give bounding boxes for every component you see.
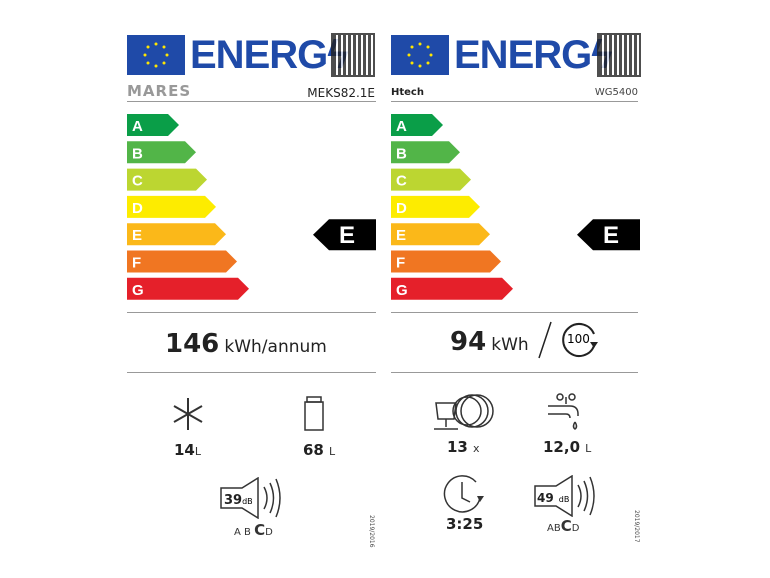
regulation-number: 2019/2017 [633,510,640,543]
energy-class-letter: G [396,282,408,299]
energy-class-bar-A [127,114,179,136]
noise-unit: dB [242,497,253,506]
noise-value: 39 [224,493,243,508]
energy-class-letter: A [132,118,143,135]
noise-icon: 49 dB [534,474,600,521]
freezer-unit: L [194,445,202,458]
energy-class-bar-E [127,223,226,246]
water-value: 12,0 [543,438,581,456]
energy-header-text: ENERGϟ [190,33,348,77]
energy-class-bar-E [391,223,490,246]
dishes-icon [434,394,494,430]
regulation-number: 2019/2016 [368,515,375,548]
rated-class-arrow [577,219,640,251]
noise-icon: 39dB [220,476,286,523]
energy-value: 94 [450,327,487,357]
energy-class-bar-F [127,250,237,273]
brand-name: Htech [391,87,424,98]
water-tap-icon [548,393,579,430]
energy-class-letter: F [396,255,405,272]
energy-class-bar-F [391,250,501,273]
place-settings-unit: x [472,442,480,455]
energy-class-bar-D [391,195,480,218]
snowflake-icon [173,398,203,430]
qr-code-icon [597,33,641,77]
energy-header-text: ENERGϟ [454,33,612,77]
place-settings-value: 13 [447,438,468,456]
freezer-volume: 14 [174,441,195,459]
energy-class-bar-B [127,141,196,164]
rated-class-letter: E [603,222,619,249]
qr-code-icon [331,33,375,77]
eu-flag-icon [127,35,185,75]
noise-classes: A B CD [234,521,273,539]
water-unit: L [585,442,592,455]
energy-class-bar-B [391,141,460,164]
programme-duration: 3:25 [446,515,484,533]
rated-class-arrow [313,219,376,251]
noise-unit: dB [558,495,570,504]
fridge-volume: 68 [303,441,324,459]
energ-text: ENERG [190,33,328,77]
energy-class-letter: D [396,200,407,217]
energy-class-letter: C [396,173,407,190]
energy-value: 146 [165,329,220,359]
energy-class-letter: B [396,145,407,162]
brand-logo: MARES [127,82,192,100]
noise-value: 49 [537,491,554,505]
energy-class-bar-A [391,114,443,136]
energy-class-letter: C [132,173,143,190]
model-number: WG5400 [594,87,638,98]
energy-class-bar-G [127,277,249,300]
energy-class-letter: E [132,227,142,244]
cycles-icon: 100 [560,320,604,360]
energy-class-bar-G [391,277,513,300]
energy-unit: kWh [491,335,529,355]
cycles-value: 100 [567,332,590,346]
slash-divider [538,321,552,359]
energy-class-bar-D [127,195,216,218]
rated-class-letter: E [339,222,355,249]
noise-classes: ABCD [547,517,580,535]
energy-unit: kWh/annum [224,337,327,357]
energy-class-letter: A [396,118,407,135]
eu-flag-icon [391,35,449,75]
energy-class-letter: B [132,145,143,162]
fridge-icon [304,396,324,431]
clock-icon [443,475,484,513]
model-number: MEKS82.1E [307,86,375,100]
energy-class-bar-C [127,168,207,191]
fridge-unit: L [328,445,336,458]
energy-class-letter: G [132,282,144,299]
energy-class-letter: D [132,200,143,217]
energy-class-bar-C [391,168,471,191]
energ-text: ENERG [454,33,592,77]
energy-class-letter: E [396,227,406,244]
energy-class-letter: F [132,255,141,272]
